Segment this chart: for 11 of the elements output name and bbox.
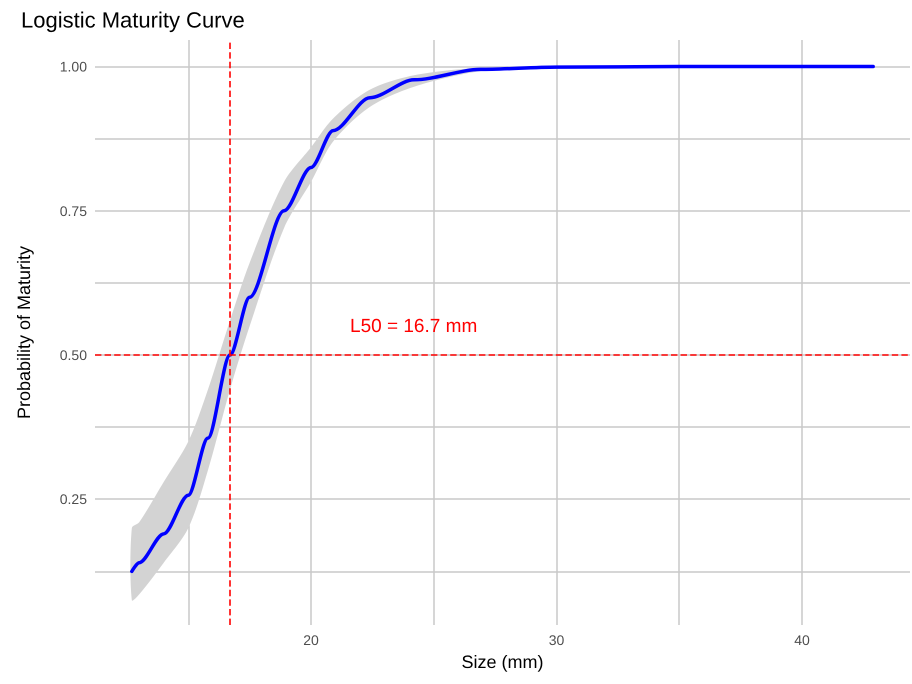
y-tick-label: 1.00: [60, 58, 88, 75]
annotation: L50 = 16.7 mm: [350, 316, 478, 337]
y-tick-label: 0.75: [60, 202, 88, 219]
y-tick-label: 0.25: [60, 491, 88, 508]
chart-title: Logistic Maturity Curve: [21, 8, 245, 32]
x-tick-label: 30: [548, 632, 565, 648]
x-tick-label: 20: [303, 632, 320, 648]
x-axis-title: Size (mm): [462, 652, 544, 672]
y-tick-label: 0.50: [60, 347, 88, 363]
x-tick-label: 40: [794, 632, 810, 648]
y-axis-title: Probability of Maturity: [14, 246, 34, 420]
